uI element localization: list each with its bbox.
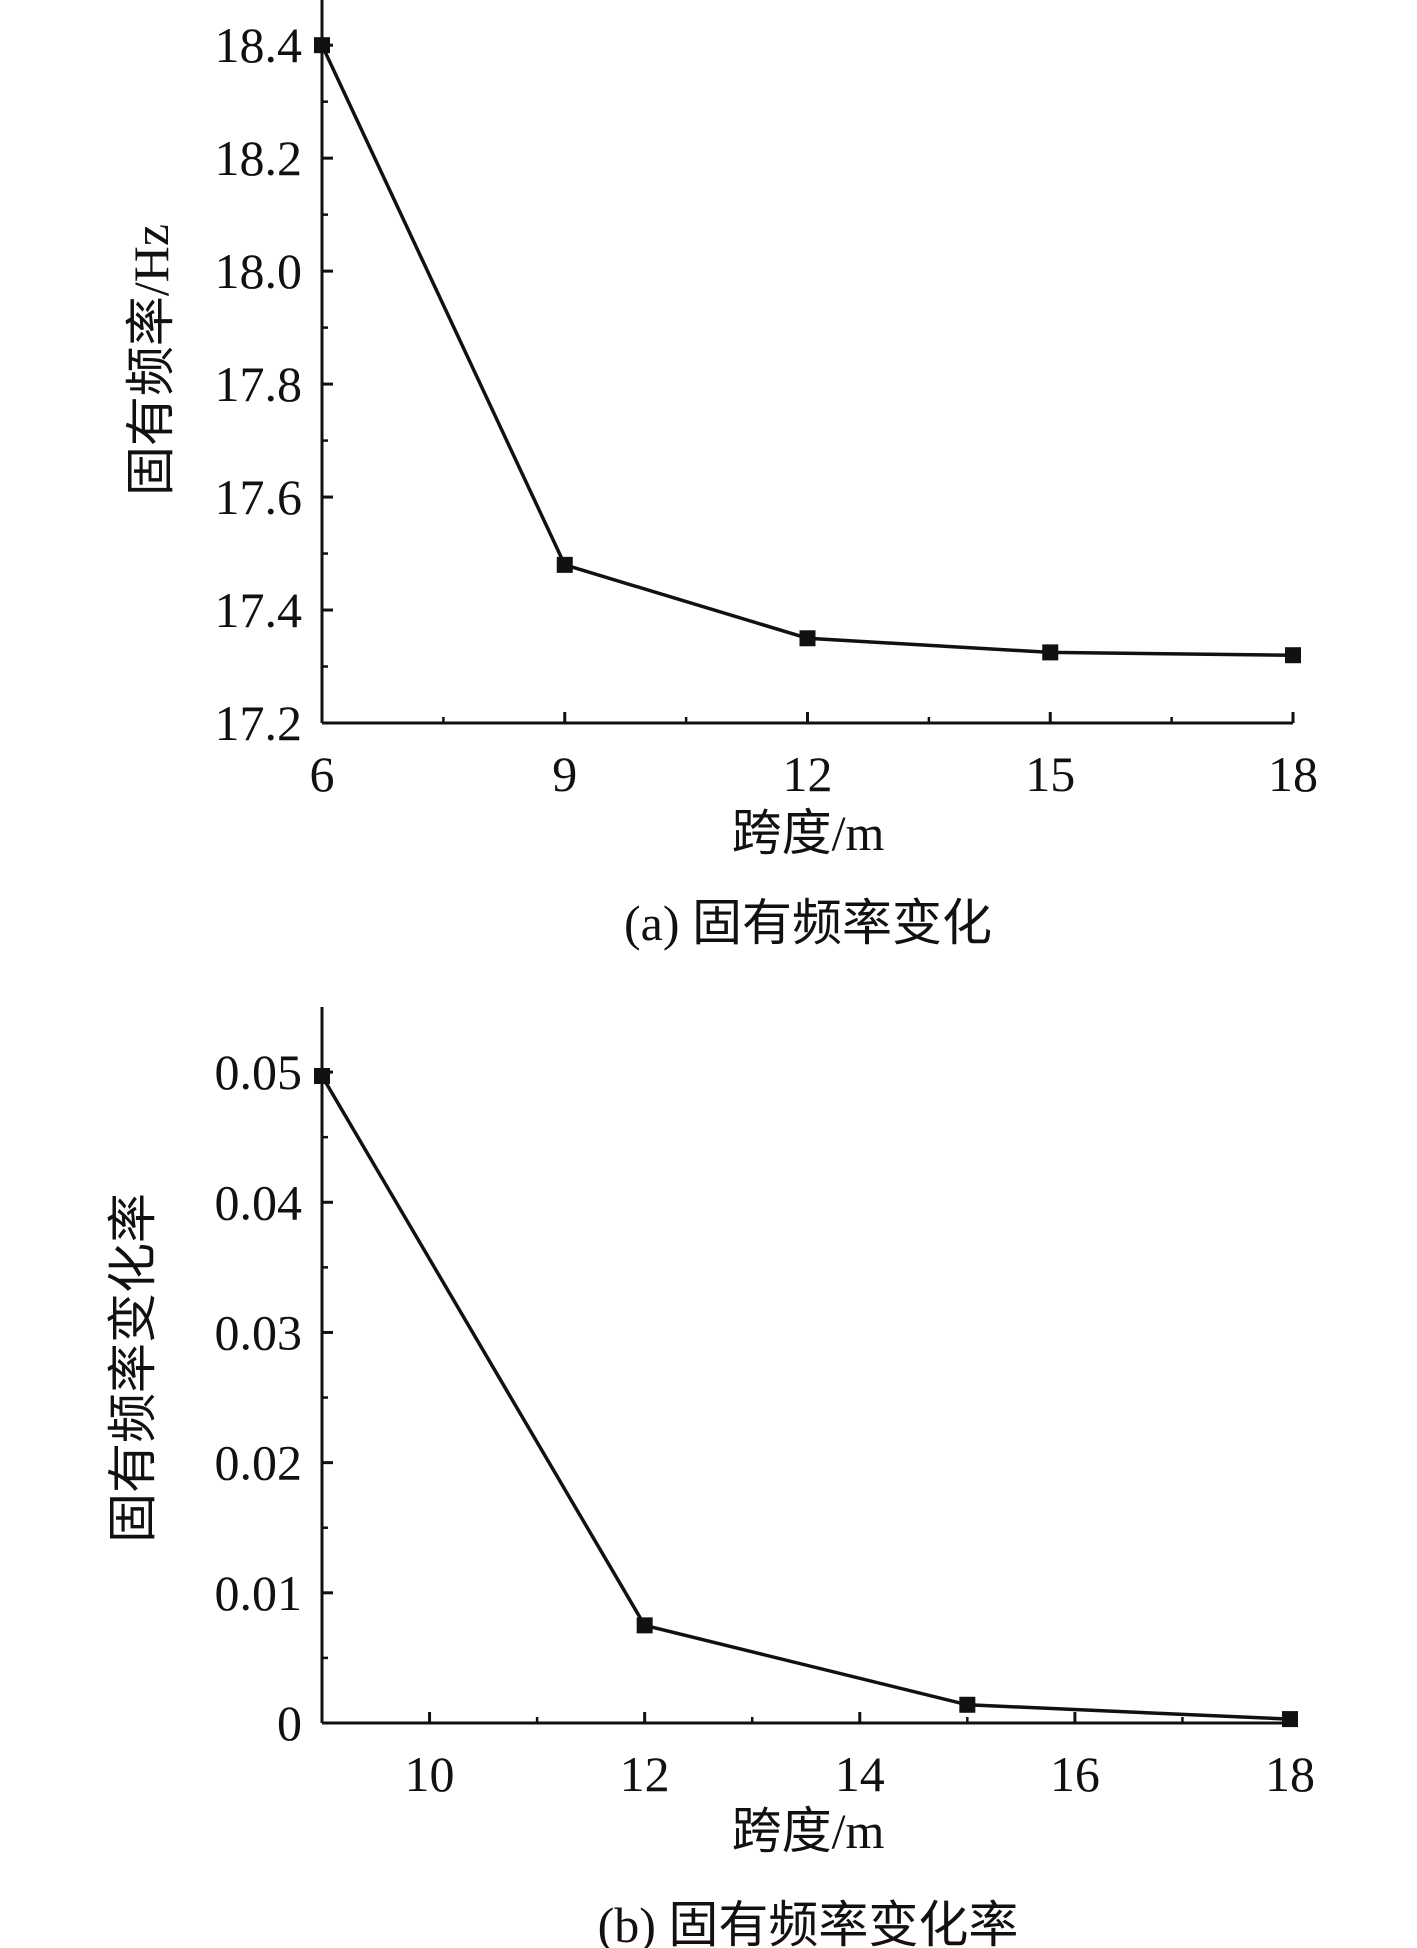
panel-b-caption: (b) 固有频率变化率 — [598, 1897, 1019, 1948]
b-data-point-marker — [1282, 1711, 1298, 1728]
b-x-tick-label: 18 — [1265, 1746, 1315, 1802]
b-y-tick-label: 0.04 — [215, 1174, 303, 1230]
panel-a-x-axis-label: 跨度/m — [732, 805, 885, 861]
b-data-point-marker — [636, 1617, 653, 1634]
a-x-tick-label: 12 — [783, 746, 833, 802]
b-y-tick-label: 0.02 — [215, 1435, 303, 1491]
a-y-tick-label: 17.2 — [215, 695, 303, 751]
b-x-tick-label: 14 — [835, 1746, 885, 1802]
b-x-tick-label: 10 — [405, 1746, 455, 1802]
panel-a-plot-area — [314, 37, 1301, 664]
a-data-point-marker — [1042, 644, 1059, 661]
b-x-tick-label: 12 — [620, 1746, 670, 1802]
a-x-tick-label: 6 — [310, 746, 335, 802]
panel-b-frequency-change-rate-chart: 10 12 14 16 18 0 0.01 0.02 0.03 0.04 0.05 跨度/m 固有频… — [105, 1007, 1315, 1948]
a-data-point-marker — [314, 37, 330, 54]
a-data-point-marker — [556, 556, 573, 573]
a-data-point-marker — [799, 630, 816, 647]
panel-b-x-axis-label: 跨度/m — [732, 1803, 885, 1859]
panel-b-ticks: 10 12 14 16 18 0 0.01 0.02 0.03 0.04 0.05 — [215, 1044, 1316, 1802]
a-y-tick-label: 18.0 — [215, 243, 303, 299]
a-x-tick-label: 9 — [552, 746, 577, 802]
panel-b-plot-area — [314, 1067, 1298, 1728]
b-y-tick-label: 0.01 — [215, 1565, 303, 1621]
a-x-tick-label: 15 — [1025, 746, 1075, 802]
a-x-tick-label: 18 — [1268, 746, 1318, 802]
a-y-tick-label: 18.2 — [215, 130, 303, 186]
a-y-tick-label: 17.4 — [215, 582, 303, 638]
b-data-point-marker — [314, 1067, 330, 1084]
b-y-tick-label: 0 — [277, 1695, 302, 1751]
panel-a-caption: (a) 固有频率变化 — [624, 895, 992, 951]
panel-a-ticks: 6 9 12 15 18 17.2 17.4 17.6 17.8 18.0 18.2 18.4 — [215, 17, 1319, 802]
b-y-tick-label: 0.03 — [215, 1304, 303, 1360]
panel-a-natural-frequency-chart: 6 9 12 15 18 17.2 17.4 17.6 17.8 18.0 18.2 18.4 跨度/… — [123, 0, 1318, 951]
b-x-tick-label: 16 — [1050, 1746, 1100, 1802]
panel-a-y-axis-label: 固有频率/Hz — [123, 224, 179, 496]
panel-b-axes — [320, 1007, 1290, 1725]
panel-a-axes — [320, 0, 1293, 725]
a-y-tick-label: 17.6 — [215, 469, 303, 525]
b-data-point-marker — [959, 1696, 976, 1713]
b-series-line — [320, 1075, 1291, 1721]
a-series-line — [320, 44, 1294, 657]
a-data-point-marker — [1285, 647, 1301, 664]
a-y-tick-label: 18.4 — [215, 17, 303, 73]
b-y-tick-label: 0.05 — [215, 1044, 303, 1100]
a-y-tick-label: 17.8 — [215, 356, 303, 412]
panel-b-y-axis-label: 固有频率变化率 — [105, 1193, 161, 1543]
